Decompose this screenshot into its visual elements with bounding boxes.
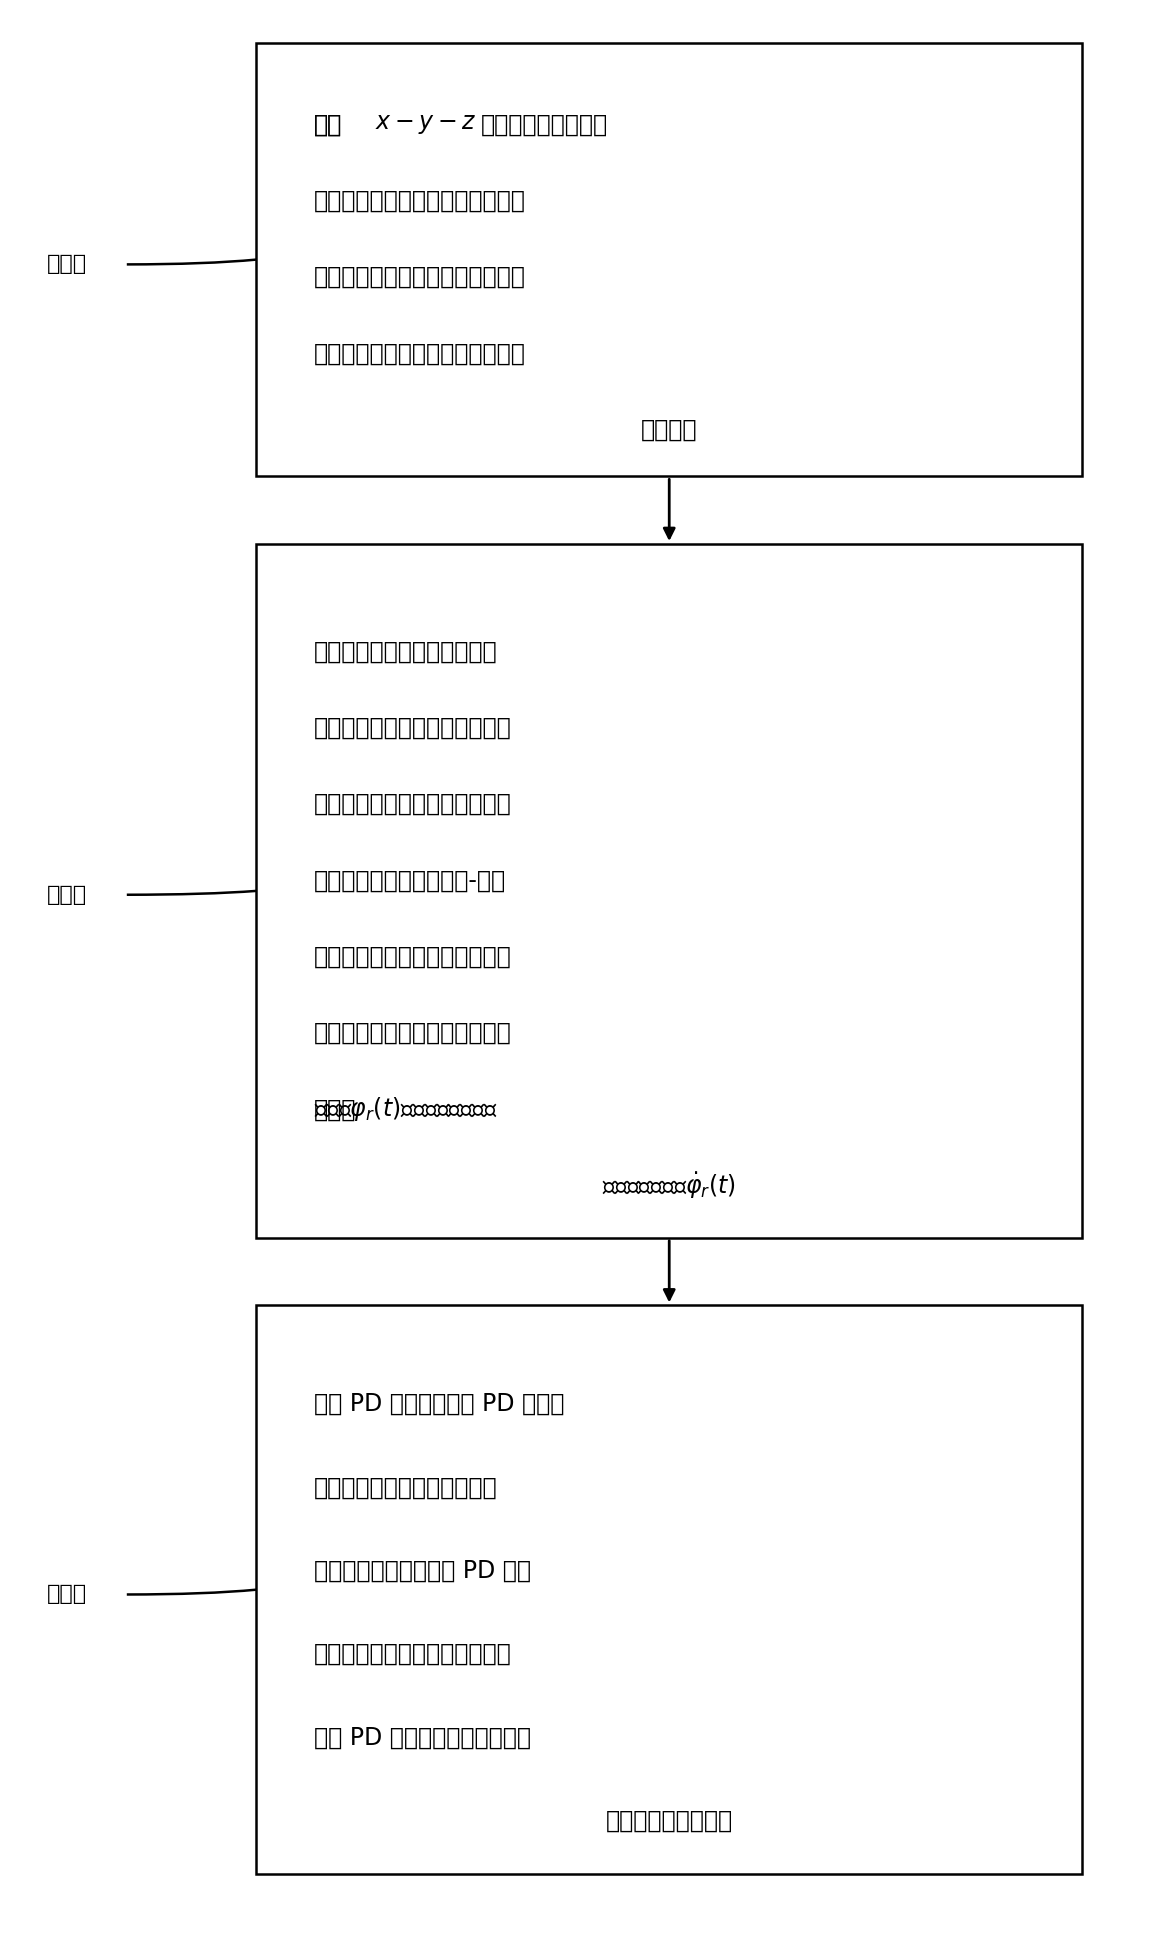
Text: 矩控制器: 矩控制器 xyxy=(641,418,698,441)
Text: 方程，对飞轮做执行机构的动力学: 方程，对飞轮做执行机构的动力学 xyxy=(314,265,526,288)
Text: 度，转动惯量以及输出力矩幅值: 度，转动惯量以及输出力矩幅值 xyxy=(314,792,512,817)
Text: 在初始姿态角、初始姿态角速: 在初始姿态角、初始姿态角速 xyxy=(314,639,498,664)
Bar xyxy=(356,1074,983,1144)
Text: 踪轨线$\varphi_r(t)$以及其对应的最优: 踪轨线$\varphi_r(t)$以及其对应的最优 xyxy=(314,1096,498,1123)
Text: 角速度跟踪轨线$\dot{\varphi}_r(t)$: 角速度跟踪轨线$\dot{\varphi}_r(t)$ xyxy=(602,1171,736,1200)
Text: 选取 PD 参数，并通过 PD 控制，: 选取 PD 参数，并通过 PD 控制， xyxy=(314,1392,565,1415)
Text: 角速度跟踪轨线: 角速度跟踪轨线 xyxy=(620,1173,718,1198)
Text: 使滚动通道的姿态角跟踪算出: 使滚动通道的姿态角跟踪算出 xyxy=(314,1475,498,1498)
Text: 算法的收敛性进行证明，确保选: 算法的收敛性进行证明，确保选 xyxy=(314,1642,512,1667)
Text: 步骤三: 步骤三 xyxy=(47,1584,88,1605)
Text: 姿态，建立卫星的动力学和运动学: 姿态，建立卫星的动力学和运动学 xyxy=(314,188,526,213)
Text: 采用: 采用 xyxy=(314,112,343,136)
Text: 开始，实时算出一条最优角度跟: 开始，实时算出一条最优角度跟 xyxy=(314,1020,512,1045)
Text: 准确地跟踪最优轨线: 准确地跟踪最优轨线 xyxy=(605,1808,732,1833)
Text: 踪轨线以及其对应的最优: 踪轨线以及其对应的最优 xyxy=(314,1098,470,1121)
Text: $x-y-z$: $x-y-z$ xyxy=(375,112,476,136)
Text: 最优控制方法，从机动开始时刻: 最优控制方法，从机动开始时刻 xyxy=(314,945,512,968)
Text: 取的 PD 参数能够使实际姿态角: 取的 PD 参数能够使实际姿态角 xyxy=(314,1725,531,1750)
Text: 度、目标姿态角、目标姿态角速: 度、目标姿态角、目标姿态角速 xyxy=(314,716,512,740)
Bar xyxy=(356,1152,983,1220)
Text: 步骤二: 步骤二 xyxy=(47,885,88,904)
Text: 来的这条最优轨线，对 PD 控制: 来的这条最优轨线，对 PD 控制 xyxy=(314,1558,531,1584)
Text: 给定的前提下，根据时间-能耗: 给定的前提下，根据时间-能耗 xyxy=(314,869,506,892)
Text: 步骤一: 步骤一 xyxy=(47,254,88,275)
Bar xyxy=(256,544,1082,1237)
Bar xyxy=(256,43,1082,476)
Text: 采用: 采用 xyxy=(314,112,343,136)
Text: 转序欧拉角描述卫星: 转序欧拉角描述卫星 xyxy=(482,112,609,136)
Text: 模型进行简化，设计非线性解耦力: 模型进行简化，设计非线性解耦力 xyxy=(314,341,526,366)
Bar xyxy=(356,89,983,159)
Bar xyxy=(256,1305,1082,1874)
